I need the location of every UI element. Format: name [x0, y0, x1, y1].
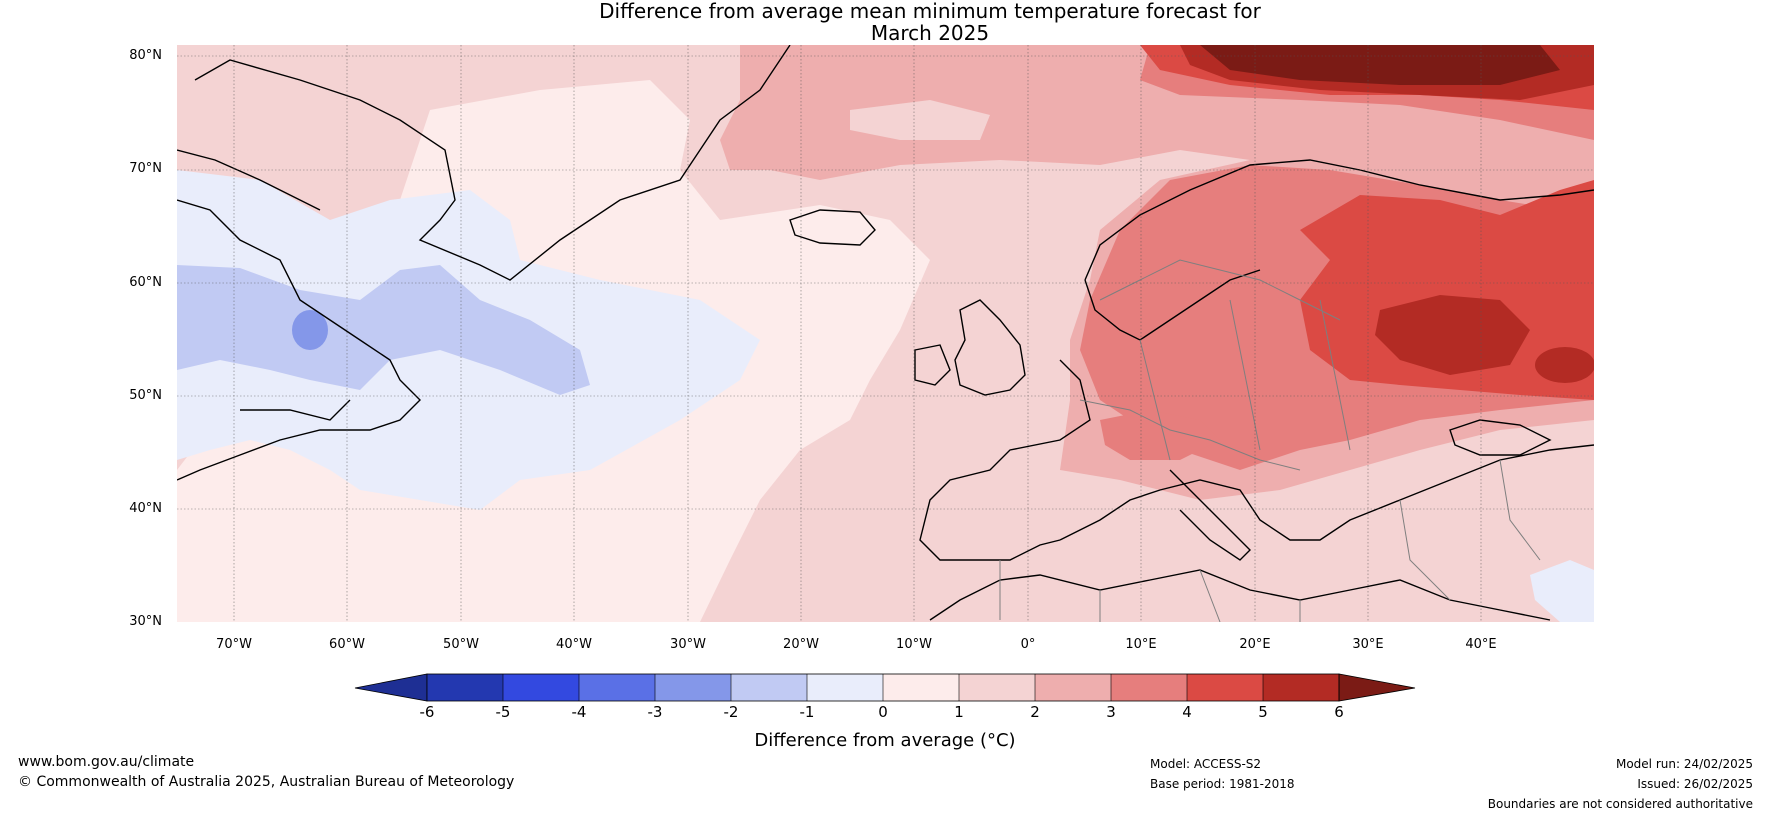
lat-label-80n: 80°N — [129, 48, 162, 63]
lat-label-50n: 50°N — [129, 388, 162, 403]
lat-label-40n: 40°N — [129, 501, 162, 516]
colorbar-bin-3 — [579, 674, 655, 701]
colorbar-label-1: 1 — [954, 703, 964, 721]
colorbar-label-5: 5 — [1258, 703, 1268, 721]
colorbar-bin-5 — [731, 674, 807, 701]
country-borders — [999, 259, 1541, 622]
footer-base-period: Base period: 1981-2018 — [1150, 777, 1295, 791]
lon-label-70w: 70°W — [216, 637, 252, 652]
colorbar-label-3: 3 — [1106, 703, 1116, 721]
colorbar-bin-6 — [807, 674, 883, 701]
colorbar-bin-12 — [1263, 674, 1339, 701]
lon-label-40w: 40°W — [556, 637, 592, 652]
colorbar-label-2: 2 — [1030, 703, 1040, 721]
anomaly-region-minus2-minus1 — [177, 265, 590, 395]
colorbar-label-6: 6 — [1334, 703, 1344, 721]
lon-label-30w: 30°W — [670, 637, 706, 652]
anomaly-region-east-cool — [1530, 560, 1594, 622]
lon-label-10w: 10°W — [896, 637, 932, 652]
colorbar-bin-4 — [655, 674, 731, 701]
lat-label-70n: 70°N — [129, 161, 162, 176]
anomaly-region-5-6-east — [1535, 347, 1594, 383]
anomaly-region-0-1-north — [575, 100, 680, 160]
anomaly-region-1-2-north — [850, 100, 990, 140]
coastlines — [177, 45, 1594, 621]
footer-model-run: Model run: 24/02/2025 — [1615, 757, 1753, 771]
lon-label-40e: 40°E — [1465, 637, 1497, 652]
lon-label-30e: 30°E — [1352, 637, 1384, 652]
lon-label-60w: 60°W — [329, 637, 365, 652]
footer-url[interactable]: www.bom.gov.au/climate — [18, 754, 195, 770]
colorbar-label-minus5: -5 — [495, 703, 511, 721]
colorbar-bin-11 — [1187, 674, 1263, 701]
lat-label-30n: 30°N — [129, 614, 162, 629]
footer-model: Model: ACCESS-S2 — [1150, 757, 1262, 771]
colorbar-label-minus6: -6 — [419, 703, 435, 721]
colorbar-bin-10 — [1111, 674, 1187, 701]
lon-label-0: 0° — [1020, 637, 1036, 652]
lon-label-10e: 10°E — [1125, 637, 1157, 652]
anomaly-region-5-6 — [1180, 45, 1594, 375]
colorbar-bin-9 — [1035, 674, 1111, 701]
colorbar — [354, 673, 1416, 702]
colorbar-label-minus4: -4 — [571, 703, 587, 721]
map-title-line2: March 2025 — [870, 21, 990, 45]
lat-label-60n: 60°N — [129, 275, 162, 290]
colorbar-label-0: 0 — [878, 703, 888, 721]
footer-disclaimer: Boundaries are not considered authoritat… — [1487, 797, 1753, 811]
colorbar-extend-low — [354, 673, 428, 702]
colorbar-bin-2 — [503, 674, 579, 701]
lon-label-20e: 20°E — [1239, 637, 1271, 652]
colorbar-label-minus2: -2 — [723, 703, 739, 721]
map-title: Difference from average mean minimum tem… — [0, 0, 1770, 44]
colorbar-bin-7 — [883, 674, 959, 701]
gridlines — [177, 45, 1594, 622]
anomaly-region-4-5-europe — [1100, 410, 1220, 460]
colorbar-label-4: 4 — [1182, 703, 1192, 721]
colorbar-bin-1 — [427, 674, 503, 701]
colorbar-bin-8 — [959, 674, 1035, 701]
colorbar-title: Difference from average (°C) — [754, 730, 1016, 751]
colorbar-label-minus1: -1 — [799, 703, 815, 721]
lon-label-50w: 50°W — [443, 637, 479, 652]
anomaly-region-minus3-minus2 — [292, 310, 328, 350]
colorbar-extend-high — [1338, 673, 1416, 702]
footer-issued: Issued: 26/02/2025 — [1637, 777, 1753, 791]
map-title-line1: Difference from average mean minimum tem… — [599, 0, 1261, 23]
anomaly-region-6plus — [1200, 45, 1560, 85]
lon-label-20w: 20°W — [783, 637, 819, 652]
colorbar-label-minus3: -3 — [647, 703, 663, 721]
footer-copyright: © Commonwealth of Australia 2025, Austra… — [18, 774, 515, 790]
